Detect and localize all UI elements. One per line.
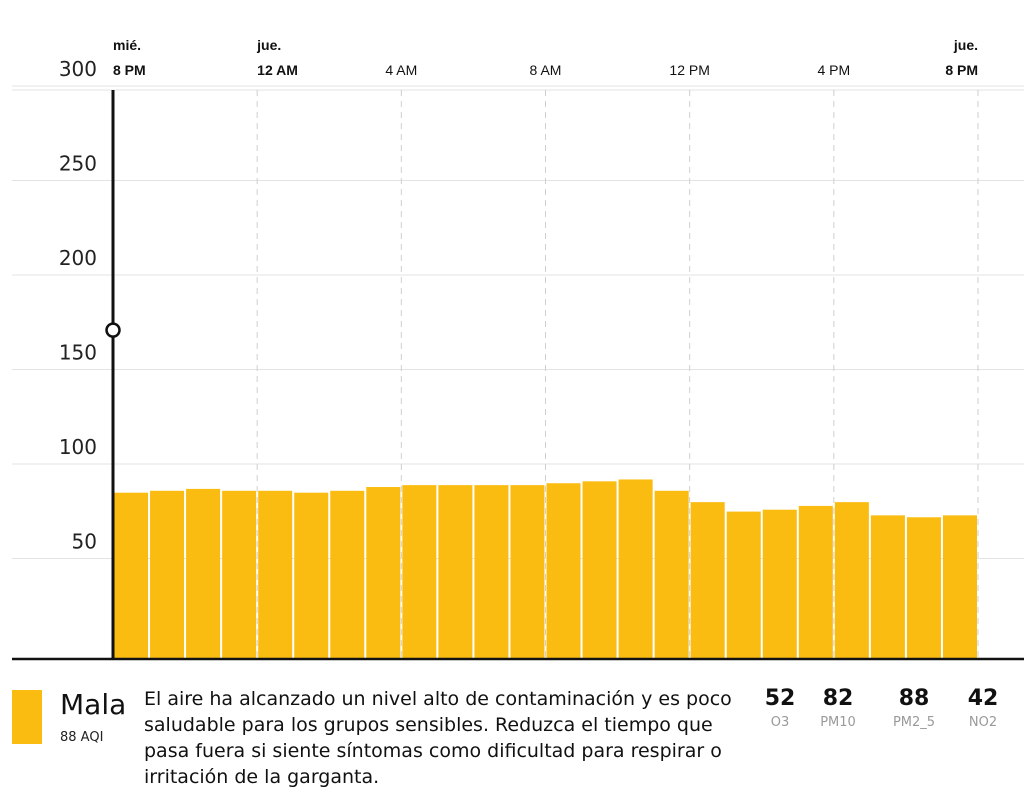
- aqi-bar[interactable]: [114, 492, 149, 659]
- y-tick-label: 150: [59, 341, 97, 365]
- aqi-bar[interactable]: [438, 485, 473, 659]
- pollutant-name: NO2: [968, 715, 998, 730]
- pollutant-value: 88: [898, 686, 930, 711]
- y-tick-label: 50: [72, 530, 97, 554]
- aqi-bar[interactable]: [654, 490, 689, 659]
- x-tick-time: 12 PM: [669, 62, 709, 78]
- aqi-bar[interactable]: [690, 502, 725, 659]
- aqi-bar[interactable]: [906, 517, 941, 659]
- x-tick-time: 4 AM: [385, 62, 417, 78]
- x-axis-labels: mié. 8 PM jue. 12 AM 4 AM 8 AM 12 PM 4 PM jue. 8 …: [113, 37, 978, 78]
- aqi-bar[interactable]: [186, 488, 221, 659]
- x-tick-day: mié.: [113, 37, 141, 53]
- aqi-bar[interactable]: [294, 492, 329, 659]
- aqi-description: El aire ha alcanzado un nivel alto de co…: [144, 688, 732, 788]
- aqi-bar[interactable]: [330, 490, 365, 659]
- x-tick-time: 8 PM: [945, 62, 978, 78]
- x-tick-day: jue.: [256, 37, 281, 53]
- aqi-bar[interactable]: [726, 511, 761, 659]
- y-tick-label: 250: [59, 152, 97, 176]
- x-tick-day: jue.: [953, 37, 978, 53]
- pollutant-name: PM10: [820, 715, 856, 730]
- y-axis-labels: 50 100 150 200 250 300: [59, 57, 97, 554]
- x-tick-time: 4 PM: [817, 62, 850, 78]
- pollutant-name: O3: [770, 715, 790, 730]
- x-tick-time: 8 AM: [530, 62, 562, 78]
- grid-lines: [12, 85, 1024, 659]
- aqi-category: Mala: [60, 688, 127, 721]
- aqi-chart: mié. 8 PM jue. 12 AM 4 AM 8 AM 12 PM 4 PM jue. 8 …: [12, 37, 1024, 661]
- y-tick-label: 100: [59, 435, 97, 459]
- aqi-bar[interactable]: [870, 515, 905, 659]
- aqi-value: 88 AQI: [60, 730, 104, 745]
- aqi-bar[interactable]: [546, 483, 581, 659]
- time-cursor-handle[interactable]: [105, 322, 121, 338]
- pollutant-pm10: 82 PM10: [803, 686, 873, 730]
- pollutant-value: 82: [822, 686, 854, 711]
- aqi-bar[interactable]: [402, 485, 437, 659]
- bars: [114, 479, 977, 659]
- aqi-bar[interactable]: [798, 505, 833, 659]
- x-tick-time: 12 AM: [257, 62, 298, 78]
- aqi-bar[interactable]: [366, 487, 401, 659]
- pollutant-name: PM2_5: [892, 715, 936, 730]
- aqi-bar[interactable]: [222, 490, 257, 659]
- pollutant-o3: 52 O3: [745, 686, 815, 730]
- aqi-bar[interactable]: [258, 490, 293, 659]
- aqi-bar[interactable]: [762, 509, 797, 659]
- aqi-bar[interactable]: [150, 490, 185, 659]
- pollutant-no2: 42 NO2: [948, 686, 1018, 730]
- pollutant-value: 42: [967, 686, 999, 711]
- aqi-summary-panel: Mala 88 AQI El aire ha alcanzado un nive…: [0, 680, 1024, 810]
- aqi-bar[interactable]: [834, 502, 869, 659]
- y-tick-label: 300: [59, 57, 97, 81]
- pollutant-pm2-5: 88 PM2_5: [879, 686, 949, 730]
- pollutant-value: 52: [764, 686, 796, 711]
- category-color-swatch: [12, 690, 42, 744]
- aqi-bar[interactable]: [510, 485, 545, 659]
- x-tick-time: 8 PM: [113, 62, 146, 78]
- aqi-bar[interactable]: [942, 515, 977, 659]
- aqi-bar[interactable]: [474, 485, 509, 659]
- aqi-bar[interactable]: [618, 479, 653, 659]
- aqi-bar[interactable]: [582, 481, 617, 659]
- y-tick-label: 200: [59, 246, 97, 270]
